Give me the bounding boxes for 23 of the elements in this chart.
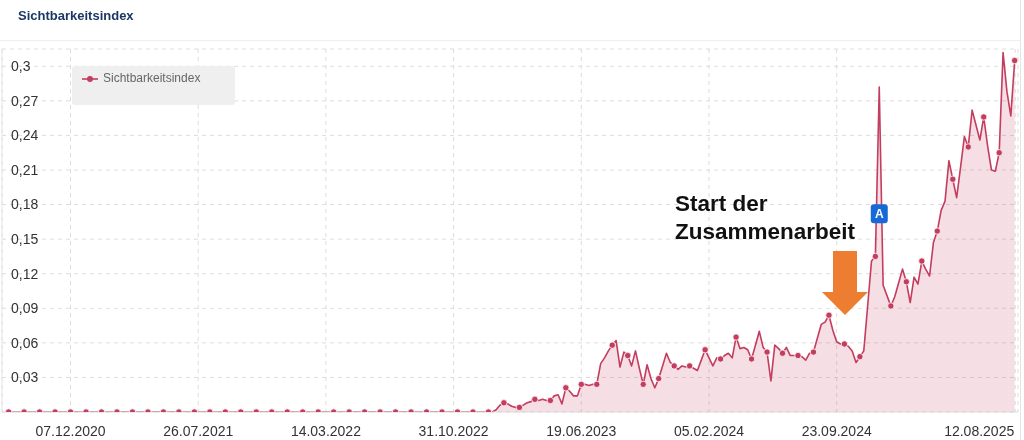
x-tick-label: 05.02.2024 (673, 422, 745, 439)
y-tick-label: 0,27 (11, 92, 39, 109)
annotation: A (874, 207, 884, 222)
y-tick-label: 0,15 (11, 231, 39, 248)
y-tick-label: 0,09 (11, 300, 39, 317)
chart-title: Sichtbarkeitsindex (18, 8, 134, 24)
y-tick-label: 0,06 (11, 334, 39, 351)
x-tick-label: 31.10.2022 (418, 422, 489, 439)
y-tick-label: 0,21 (11, 161, 39, 178)
annotation: Start der Zusammenarbeit (675, 191, 856, 244)
x-tick-label: 14.03.2022 (290, 422, 362, 439)
x-tick-label: 26.07.2021 (163, 422, 234, 439)
x-tick-label: 12.08.2025 (944, 422, 1015, 439)
x-tick-label: 07.12.2020 (35, 422, 106, 439)
legend-label: Sichtbarkeitsindex (103, 71, 201, 86)
letter-badge: A (870, 204, 888, 224)
y-tick-label: 0,03 (11, 369, 39, 386)
x-tick-label: 19.06.2023 (546, 422, 617, 439)
y-tick-label: 0,18 (11, 196, 39, 213)
x-tick-label: 23.09.2024 (801, 422, 872, 439)
y-tick-label: 0,24 (11, 127, 39, 144)
y-tick-label: 0,12 (11, 265, 39, 282)
y-tick-label: 0,3 (11, 58, 31, 75)
